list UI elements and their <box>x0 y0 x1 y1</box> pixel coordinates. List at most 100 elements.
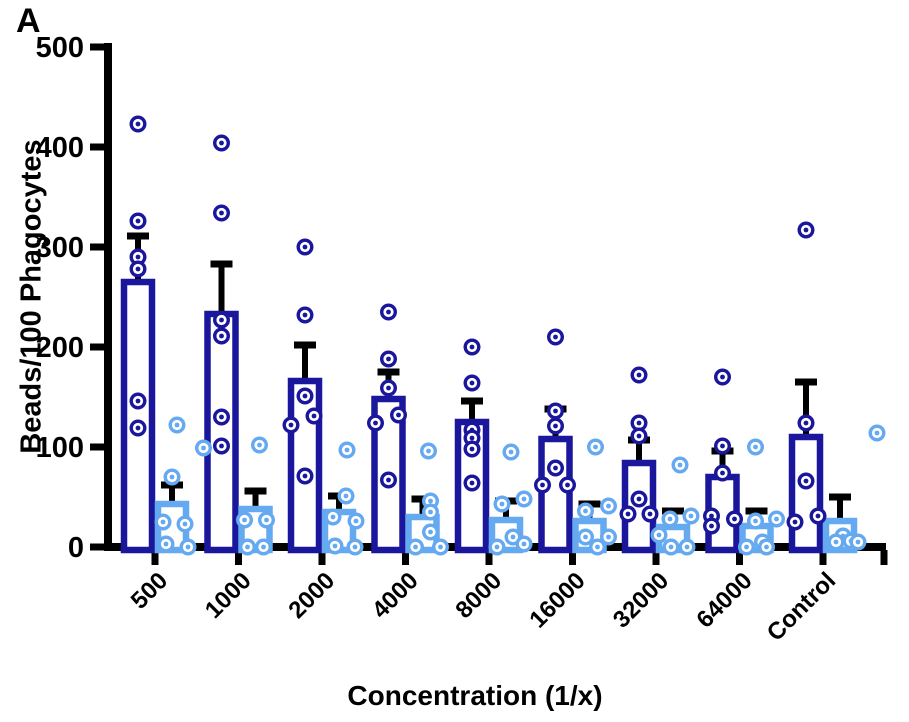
data-point-dot <box>396 412 401 418</box>
data-point-dot <box>135 398 141 404</box>
data-point-dot <box>803 420 809 426</box>
data-point-dot <box>720 374 725 380</box>
data-point-dot <box>553 334 558 340</box>
data-point-dot <box>521 541 527 547</box>
y-tick-label: 100 <box>36 432 84 464</box>
x-axis-title: Concentration (1/x) <box>347 680 603 711</box>
data-point-dot <box>667 516 673 522</box>
data-point-dot <box>302 473 308 479</box>
data-point-dot <box>636 420 642 426</box>
data-point-dot <box>174 422 180 428</box>
data-point-dot <box>135 254 141 260</box>
data-point-dot <box>469 446 475 452</box>
data-point-dot <box>684 544 690 550</box>
data-point-dot <box>499 501 505 507</box>
data-point-dot <box>469 344 475 350</box>
data-point-dot <box>160 519 166 525</box>
data-point-dot <box>732 516 737 522</box>
bar-dark-blue-series-500 <box>120 278 156 554</box>
data-point-dot <box>353 518 359 524</box>
data-point-dot <box>257 442 262 448</box>
data-point-dot <box>744 544 749 550</box>
data-point-dot <box>494 544 500 550</box>
data-point-dot <box>677 462 683 468</box>
data-point-dot <box>428 529 433 535</box>
data-point-dot <box>583 534 588 540</box>
data-point-dot <box>242 517 247 523</box>
data-point-dot <box>330 514 336 520</box>
data-point-dot <box>343 493 349 499</box>
data-point-dot <box>135 218 141 224</box>
data-point-dot <box>625 511 631 517</box>
y-tick-label: 400 <box>36 132 84 164</box>
data-point-dot <box>508 449 514 455</box>
y-tick-label: 500 <box>36 32 84 64</box>
data-point-dot <box>709 513 714 519</box>
data-point-dot <box>469 480 475 486</box>
bar-dark-blue-series-1000 <box>204 310 239 554</box>
data-point-dot <box>386 385 391 391</box>
data-point-dot <box>803 478 809 484</box>
data-point-dot <box>302 393 308 399</box>
data-point-dot <box>201 445 206 451</box>
data-point-dot <box>521 496 527 502</box>
data-point-dot <box>428 509 433 515</box>
x-category-label: Control <box>762 567 841 646</box>
data-point-dot <box>428 498 433 504</box>
data-point-dot <box>413 544 418 550</box>
data-point-dot <box>593 444 598 450</box>
data-point-dot <box>647 511 653 517</box>
data-point-dot <box>606 534 611 540</box>
data-point-dot <box>855 539 861 545</box>
data-point-dot <box>352 544 358 550</box>
data-point-dot <box>668 544 674 550</box>
data-point-dot <box>302 244 308 250</box>
data-point-dot <box>753 518 758 524</box>
data-point-dot <box>261 544 266 550</box>
data-point-dot <box>386 356 391 362</box>
x-category-label: 32000 <box>608 567 674 633</box>
data-point-dot <box>438 544 443 550</box>
x-category-label: 16000 <box>524 567 590 633</box>
data-point-dot <box>688 513 694 519</box>
data-point-dot <box>510 534 516 540</box>
x-category-label: 4000 <box>367 567 424 624</box>
y-tick-label: 0 <box>68 532 84 564</box>
data-point-dot <box>135 425 141 431</box>
data-point-dot <box>553 423 558 429</box>
data-point-dot <box>565 482 570 488</box>
data-point-dot <box>469 380 475 386</box>
data-point-dot <box>636 372 642 378</box>
data-point-dot <box>764 544 769 550</box>
data-point-dot <box>709 523 714 529</box>
data-point-dot <box>426 448 431 454</box>
data-point-dot <box>135 266 141 272</box>
data-point-dot <box>583 508 588 514</box>
x-category-label: 500 <box>126 567 173 614</box>
data-point-dot <box>656 532 662 538</box>
data-point-dot <box>373 420 378 426</box>
data-point-dot <box>245 544 250 550</box>
data-point-dot <box>792 519 798 525</box>
x-category-label: 1000 <box>200 567 257 624</box>
y-tick-label: 200 <box>36 332 84 364</box>
data-point-dot <box>302 312 308 318</box>
data-point-dot <box>182 521 188 527</box>
x-category-label: 64000 <box>691 567 757 633</box>
data-point-dot <box>874 430 880 436</box>
data-point-dot <box>386 477 391 483</box>
bar-dark-blue-series-Control <box>788 433 824 554</box>
data-point-dot <box>553 465 558 471</box>
data-point-dot <box>720 470 725 476</box>
data-point-dot <box>636 433 642 439</box>
data-point-dot <box>386 309 391 315</box>
data-point-dot <box>219 317 224 323</box>
data-point-dot <box>606 503 611 509</box>
panel-label: A <box>16 2 41 40</box>
data-point-dot <box>553 408 558 414</box>
data-point-dot <box>163 541 169 547</box>
x-category-label: 2000 <box>283 567 340 624</box>
data-point-dot <box>540 482 545 488</box>
